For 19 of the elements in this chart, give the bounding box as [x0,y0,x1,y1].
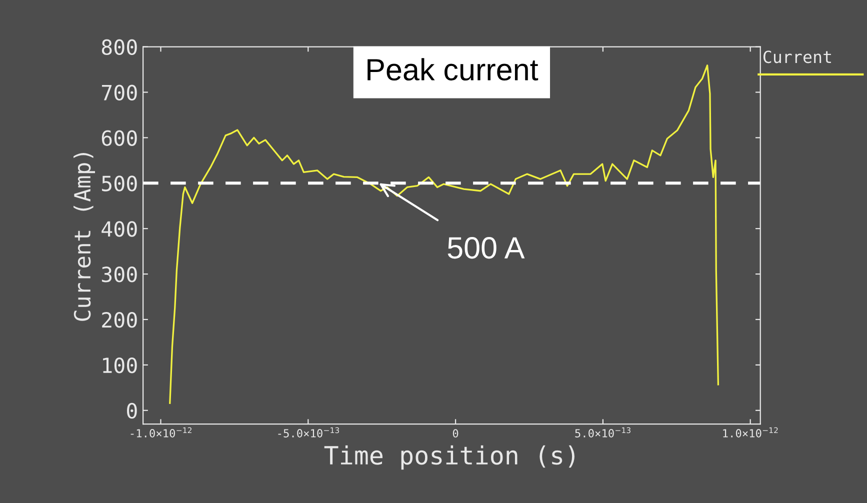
y-tick-label: 700 [102,84,137,100]
x-tick-label: 5.0×10$^{−13}$ [575,427,630,438]
y-tick-label: 800 [102,39,137,56]
y-tick-label: 200 [102,312,137,328]
x-tick-label: 1.0×10$^{−12}$ [723,427,778,438]
chart-title: Peak current [368,58,538,81]
y-tick-label: 400 [102,221,137,237]
y-tick-label: 0 [127,402,137,419]
y-tick-label: 600 [102,130,137,146]
y-tick-label: 500 [102,176,137,192]
y-axis-title: Current (Amp) [74,153,96,321]
y-tick-label: 300 [102,266,137,282]
x-tick-label: 0 [452,429,458,438]
x-tick-label: -1.0×10$^{−12}$ [130,427,192,438]
annotation: 500 A [448,237,525,259]
x-axis-title: Time position (s) [324,445,574,470]
y-tick-label: 100 [103,357,137,374]
x-tick-label: -5.0×10$^{−13}$ [278,427,340,438]
text: Current [763,50,831,64]
